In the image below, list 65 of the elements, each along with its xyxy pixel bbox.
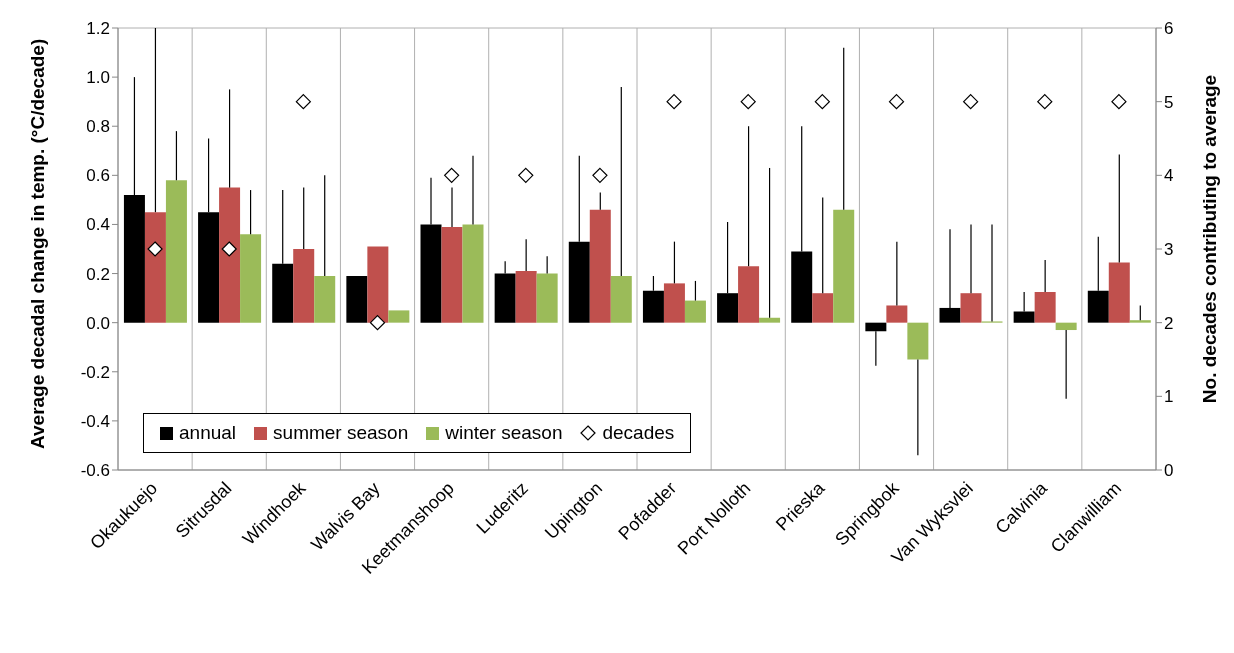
y-tick-label: -0.4 — [80, 411, 110, 431]
point — [444, 167, 460, 183]
y-tick-label: 0.8 — [86, 117, 110, 137]
point — [295, 94, 311, 110]
point — [147, 241, 163, 257]
bar — [1108, 262, 1130, 323]
bar — [812, 293, 834, 323]
bar — [833, 209, 855, 323]
y-tick-label: 0.4 — [86, 215, 110, 235]
y-tick-label: -0.2 — [80, 362, 110, 382]
legend-label: summer season — [273, 422, 409, 444]
bar — [144, 212, 166, 323]
point — [221, 241, 237, 257]
y-tick-label: 1.0 — [86, 68, 110, 88]
y-tick-label: 0.6 — [86, 166, 110, 186]
y2-tick-label: 1 — [1164, 387, 1174, 407]
y-tick-label: -0.6 — [80, 461, 110, 481]
bar — [367, 246, 389, 323]
point — [740, 94, 756, 110]
bar — [441, 226, 463, 323]
bar — [293, 249, 315, 323]
y2-tick-label: 5 — [1164, 92, 1174, 112]
legend-label: winter season — [445, 422, 563, 444]
point — [666, 94, 682, 110]
bar — [663, 283, 685, 323]
bar — [515, 271, 537, 323]
bar — [1129, 320, 1151, 323]
bar — [1055, 322, 1077, 331]
bar — [684, 300, 706, 323]
legend-label: annual — [179, 422, 237, 444]
point — [963, 94, 979, 110]
y2-tick-label: 2 — [1164, 313, 1174, 333]
y2-tick-label: 4 — [1164, 166, 1174, 186]
bar — [759, 317, 781, 323]
y-tick-label: 0.2 — [86, 264, 110, 284]
y-tick-label: 1.2 — [86, 19, 110, 39]
bar — [314, 276, 336, 323]
point — [369, 315, 386, 331]
y2-tick-label: 6 — [1164, 19, 1174, 39]
bar — [1034, 291, 1056, 323]
y-axis-title: Average decadal change in temp. (°C/decade) — [26, 38, 48, 449]
y2-tick-label: 3 — [1164, 240, 1174, 260]
y2-tick-label: 0 — [1164, 461, 1174, 481]
y2-axis-title: No. decades contributing to average — [1198, 74, 1220, 404]
point — [1111, 94, 1127, 110]
point — [592, 167, 608, 183]
bar — [165, 180, 187, 323]
bar — [388, 310, 410, 323]
bar — [738, 266, 760, 323]
bar — [240, 234, 262, 323]
point — [518, 167, 534, 183]
legend-label: decades — [602, 422, 675, 444]
bar — [610, 276, 632, 323]
bar — [536, 273, 558, 323]
y-tick-label: 0.0 — [86, 313, 110, 333]
bar — [886, 305, 908, 323]
point — [1037, 94, 1053, 110]
point — [814, 94, 830, 110]
bar — [907, 322, 929, 360]
point — [888, 94, 905, 110]
bar — [462, 224, 484, 323]
bar — [346, 276, 368, 323]
bar — [219, 187, 241, 323]
bar — [960, 293, 982, 323]
bar — [589, 209, 611, 323]
